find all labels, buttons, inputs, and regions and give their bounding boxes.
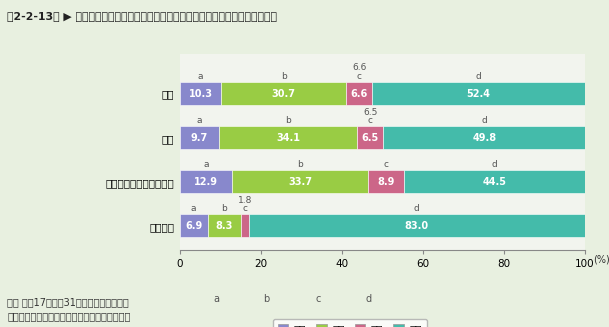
Text: 10.3: 10.3 <box>189 89 213 99</box>
Text: 8.3: 8.3 <box>216 221 233 231</box>
Text: 注） 平成17年３月31日現在の値である。: 注） 平成17年３月31日現在の値である。 <box>7 298 129 308</box>
Bar <box>404 170 585 193</box>
Text: 6.5: 6.5 <box>363 108 378 116</box>
Text: 1.8: 1.8 <box>238 196 252 205</box>
Text: 9.7: 9.7 <box>191 133 208 143</box>
Text: 52.4: 52.4 <box>466 89 490 99</box>
Text: d: d <box>414 204 420 213</box>
Text: a: a <box>198 72 203 81</box>
Text: c: c <box>384 160 389 169</box>
Text: 34.1: 34.1 <box>276 133 300 143</box>
Text: b: b <box>281 72 286 81</box>
Text: 第2-2-13図 ▶ 大学等の研究本務者の自然科学における学問別構成比（平成１７年）: 第2-2-13図 ▶ 大学等の研究本務者の自然科学における学問別構成比（平成１７… <box>7 11 277 22</box>
Text: c: c <box>316 295 321 304</box>
Legend: 理学, 工学, 農学, 保健: 理学, 工学, 農学, 保健 <box>273 319 427 327</box>
Bar <box>346 82 373 105</box>
Text: b: b <box>264 295 270 304</box>
Text: c: c <box>242 204 247 213</box>
Text: d: d <box>491 160 498 169</box>
Text: 12.9: 12.9 <box>194 177 218 187</box>
Bar <box>180 126 219 149</box>
Text: a: a <box>191 204 196 213</box>
Text: 6.9: 6.9 <box>185 221 202 231</box>
Text: b: b <box>297 160 303 169</box>
Text: b: b <box>285 116 291 125</box>
Bar <box>180 215 208 237</box>
Text: 30.7: 30.7 <box>272 89 295 99</box>
Text: (%): (%) <box>593 254 609 265</box>
Bar <box>248 215 585 237</box>
Text: c: c <box>356 72 362 81</box>
Bar <box>241 215 248 237</box>
Text: 44.5: 44.5 <box>482 177 507 187</box>
Bar <box>208 215 241 237</box>
Bar <box>373 82 585 105</box>
Bar <box>180 170 232 193</box>
Text: a: a <box>197 116 202 125</box>
Text: a: a <box>213 295 219 304</box>
Text: d: d <box>481 116 487 125</box>
Text: 6.6: 6.6 <box>352 63 366 73</box>
Text: b: b <box>222 204 227 213</box>
Bar <box>383 126 585 149</box>
Text: d: d <box>365 295 371 304</box>
Bar <box>368 170 404 193</box>
Text: 8.9: 8.9 <box>378 177 395 187</box>
Text: 6.5: 6.5 <box>362 133 379 143</box>
Bar <box>219 126 357 149</box>
Text: a: a <box>203 160 208 169</box>
Text: c: c <box>368 116 373 125</box>
Text: 83.0: 83.0 <box>404 221 429 231</box>
Bar <box>357 126 383 149</box>
Text: 49.8: 49.8 <box>472 133 496 143</box>
Bar <box>221 82 346 105</box>
Text: 33.7: 33.7 <box>288 177 312 187</box>
Bar <box>232 170 368 193</box>
Text: d: d <box>476 72 481 81</box>
Text: 資料：総務省統計局「科学技術研究調査報告」: 資料：総務省統計局「科学技術研究調査報告」 <box>7 311 131 321</box>
Text: 6.6: 6.6 <box>350 89 368 99</box>
Bar <box>180 82 221 105</box>
